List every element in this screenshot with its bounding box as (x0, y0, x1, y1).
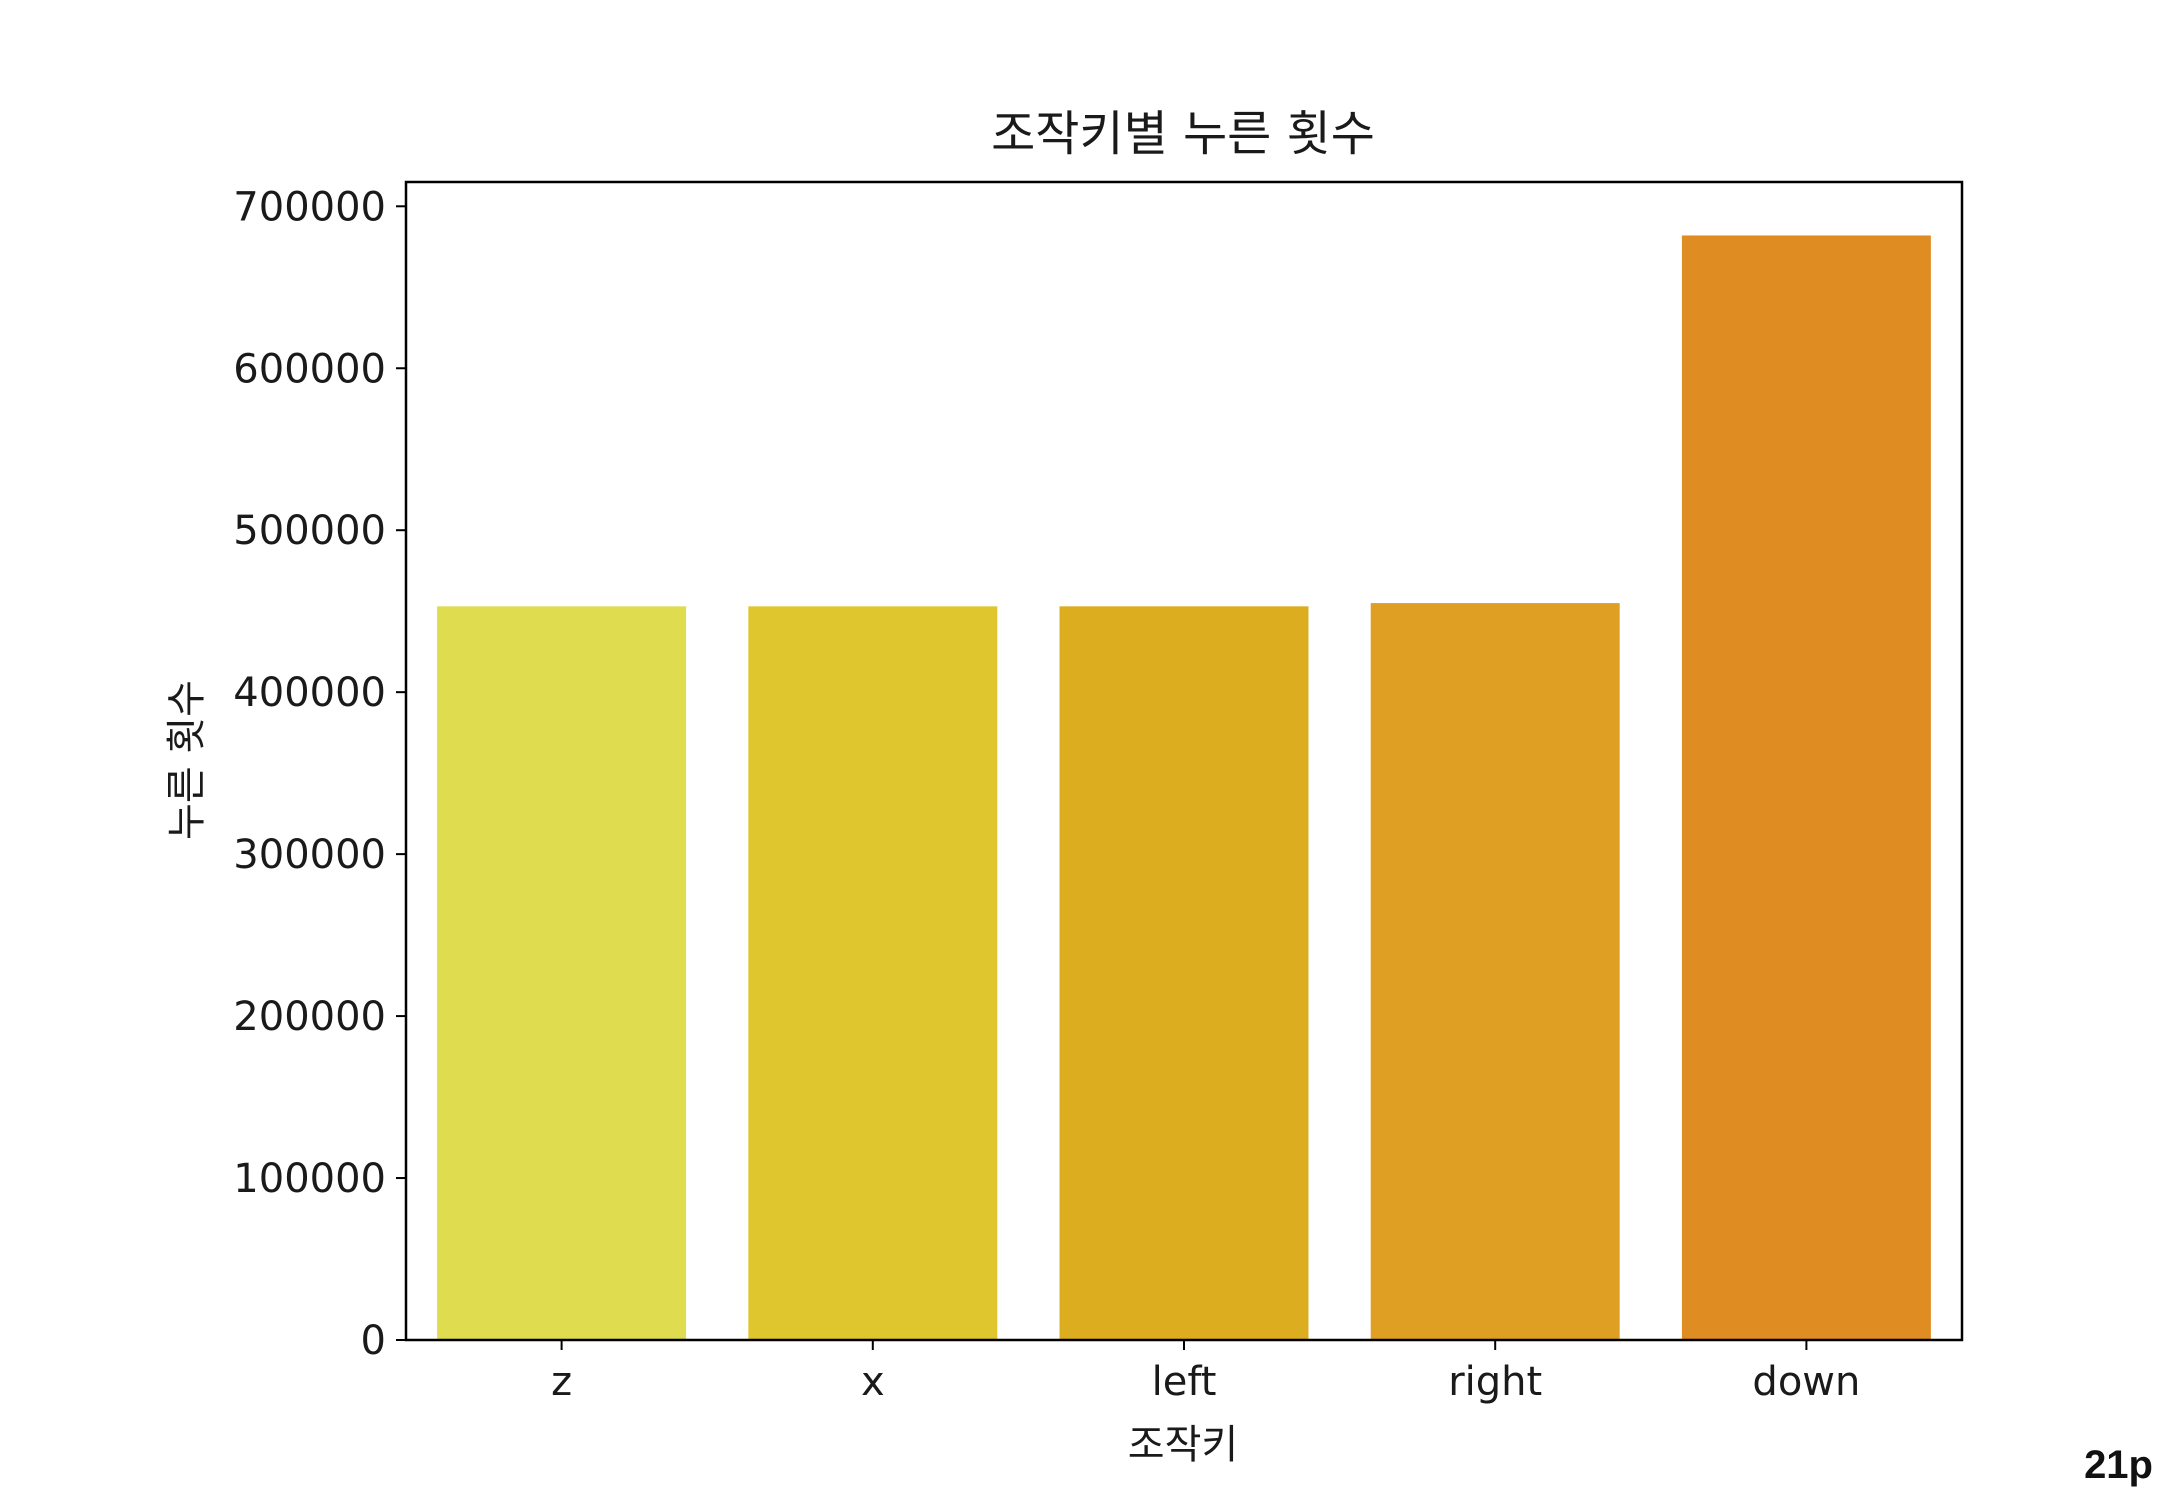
y-tick-label: 400000 (233, 670, 386, 716)
y-tick-label: 100000 (233, 1156, 386, 1202)
x-tick-label: x (861, 1359, 885, 1405)
page-number: 21p (2084, 1443, 2153, 1487)
y-tick-label: 600000 (233, 346, 386, 392)
y-tick-label: 700000 (233, 184, 386, 230)
y-axis: 0 100000 200000 300000 400000 500000 600000 700… (233, 184, 406, 1364)
bar-x (748, 606, 998, 1340)
y-tick-label: 0 (361, 1318, 386, 1364)
x-tick-label: right (1448, 1359, 1542, 1405)
x-axis: z x left right down (551, 1340, 1860, 1405)
bars-group (437, 235, 1931, 1340)
x-axis-label: 조작키 (1128, 1422, 1238, 1468)
bar-right (1370, 603, 1620, 1340)
y-tick-label: 300000 (233, 832, 386, 878)
plot-frame (404, 180, 1964, 1342)
x-tick-label: left (1152, 1359, 1217, 1405)
chart-title: 조작키별 누른 횟수 (991, 106, 1375, 162)
bar-down (1681, 235, 1931, 1340)
bar-z (437, 606, 687, 1340)
y-tick-label: 200000 (233, 994, 386, 1040)
y-tick-label: 500000 (233, 508, 386, 554)
bar-left (1059, 606, 1309, 1340)
x-tick-label: down (1752, 1359, 1860, 1405)
y-axis-label: 누른 횟수 (164, 680, 210, 840)
x-tick-label: z (551, 1359, 572, 1405)
